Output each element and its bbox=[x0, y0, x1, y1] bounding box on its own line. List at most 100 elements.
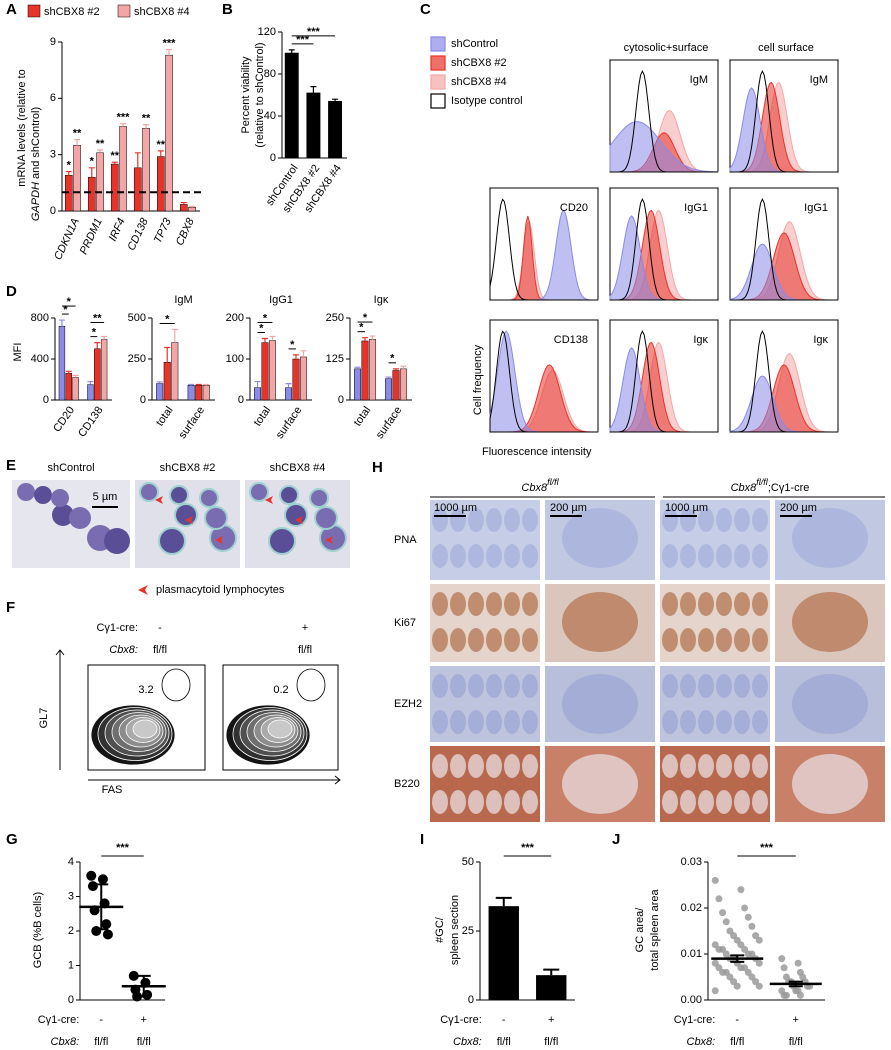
arrowhead bbox=[215, 536, 223, 544]
follicle bbox=[486, 544, 502, 568]
y-tick-label: 125 bbox=[326, 353, 344, 365]
panel-label: H bbox=[372, 459, 383, 476]
follicle bbox=[468, 592, 484, 616]
bar bbox=[284, 52, 299, 159]
legend-label: shCBX8 #2 bbox=[451, 57, 507, 69]
error-bar bbox=[203, 383, 210, 386]
gate-value: 0.2 bbox=[273, 684, 288, 696]
follicle bbox=[680, 628, 696, 652]
y-axis-label-gene: GAPDH bbox=[30, 182, 42, 221]
significance: *** bbox=[307, 26, 321, 38]
point bbox=[128, 970, 139, 981]
cell bbox=[34, 486, 52, 504]
condition-value: + bbox=[793, 1014, 799, 1026]
bar bbox=[142, 128, 150, 212]
histogram-label: Igκ bbox=[813, 334, 828, 346]
follicle bbox=[486, 710, 502, 734]
label: total bbox=[154, 405, 176, 429]
point bbox=[755, 936, 763, 944]
error-bar bbox=[188, 383, 195, 386]
axis-arrow bbox=[55, 649, 65, 770]
scale-bar-label: 1000 µm bbox=[665, 502, 708, 514]
follicle bbox=[698, 790, 714, 814]
superscript: fl/fl bbox=[547, 477, 560, 487]
follicle bbox=[522, 592, 538, 616]
image-title: shCBX8 #4 bbox=[270, 462, 326, 474]
follicle bbox=[792, 592, 868, 652]
follicle bbox=[486, 674, 502, 698]
follicle bbox=[734, 710, 750, 734]
significance: *** bbox=[521, 842, 535, 854]
significance: * bbox=[67, 296, 72, 308]
bar bbox=[399, 368, 407, 401]
follicle bbox=[432, 790, 448, 814]
y-tick-label: 0 bbox=[338, 394, 344, 406]
label: CBX8 bbox=[174, 216, 197, 248]
error-bar bbox=[171, 328, 178, 343]
significance: ** bbox=[156, 139, 165, 151]
follicle bbox=[792, 508, 868, 568]
bar bbox=[100, 339, 108, 401]
histogram-curve bbox=[609, 121, 719, 173]
legend-swatch bbox=[27, 4, 41, 18]
follicle bbox=[680, 592, 696, 616]
y-tick-label: 0.00 bbox=[681, 994, 702, 1006]
error-bar bbox=[72, 374, 79, 378]
image-title: shControl bbox=[47, 462, 94, 474]
follicle bbox=[698, 508, 714, 532]
chart-title: IgG1 bbox=[269, 294, 293, 306]
panel-label: J bbox=[612, 831, 620, 848]
significance: *** bbox=[117, 112, 131, 124]
follicle bbox=[468, 628, 484, 652]
follicle bbox=[734, 508, 750, 532]
histogram-curve bbox=[489, 330, 598, 433]
error-bar bbox=[88, 167, 95, 178]
condition-label: Cγ1-cre: bbox=[96, 622, 138, 634]
cell bbox=[279, 485, 299, 505]
follicle bbox=[486, 628, 502, 652]
follicle bbox=[522, 754, 538, 778]
error-bar bbox=[495, 896, 512, 907]
significance: * bbox=[90, 156, 95, 168]
cell bbox=[104, 528, 130, 554]
legend-swatch bbox=[117, 4, 131, 18]
y-tick-label: 0 bbox=[270, 152, 276, 164]
point bbox=[741, 904, 749, 912]
follicle bbox=[562, 754, 638, 814]
label: CD138 bbox=[126, 216, 152, 253]
follicle bbox=[698, 754, 714, 778]
cell bbox=[169, 485, 189, 505]
condition-value: - bbox=[158, 622, 162, 634]
histogram-label: IgM bbox=[690, 74, 708, 86]
significance: ** bbox=[93, 312, 102, 324]
follicle bbox=[468, 508, 484, 532]
bar bbox=[202, 384, 210, 401]
bar bbox=[306, 92, 321, 159]
label: IRF4 bbox=[107, 216, 128, 243]
follicle bbox=[698, 710, 714, 734]
error-bar bbox=[156, 381, 163, 384]
label: surface bbox=[177, 405, 208, 441]
label: surface bbox=[274, 405, 305, 441]
scale-bar-label: 1000 µm bbox=[434, 502, 477, 514]
legend-label: shControl bbox=[451, 38, 498, 50]
label: total bbox=[352, 405, 374, 429]
follicle bbox=[752, 754, 768, 778]
arrowhead bbox=[295, 516, 303, 524]
error-bar bbox=[400, 365, 407, 369]
follicle bbox=[698, 544, 714, 568]
panel-label: G bbox=[6, 831, 18, 848]
condition-label: Cbx8: bbox=[453, 1036, 482, 1048]
scale-bar-label: 200 µm bbox=[780, 502, 817, 514]
error-bar bbox=[164, 346, 171, 363]
point bbox=[794, 959, 802, 967]
bar bbox=[156, 156, 165, 212]
follicle bbox=[662, 790, 678, 814]
follicle bbox=[504, 754, 520, 778]
y-tick-label: 0 bbox=[140, 394, 146, 406]
follicle bbox=[698, 628, 714, 652]
follicle bbox=[522, 710, 538, 734]
label: PRDM1 bbox=[78, 216, 105, 256]
y-tick-label: 1 bbox=[68, 959, 74, 971]
error-bar bbox=[261, 337, 268, 343]
